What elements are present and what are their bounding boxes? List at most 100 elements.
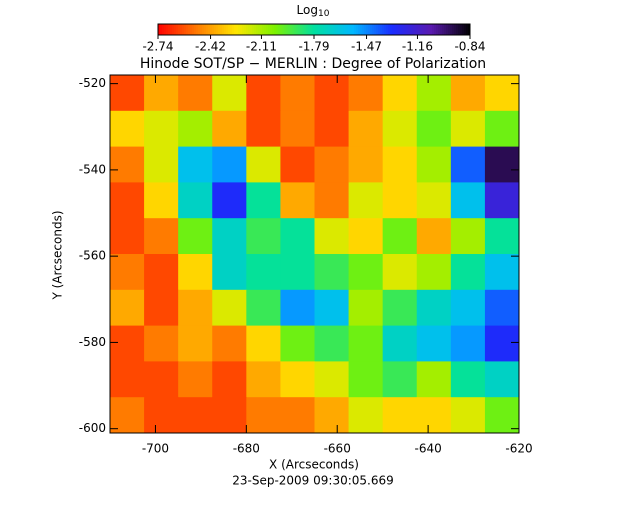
heatmap-cell bbox=[382, 254, 418, 291]
colorbar-swatch bbox=[460, 24, 463, 35]
heatmap-cell bbox=[212, 182, 247, 219]
colorbar-swatch bbox=[454, 24, 457, 35]
colorbar-swatch bbox=[442, 24, 445, 35]
heatmap-cell bbox=[348, 75, 384, 112]
colorbar-swatch bbox=[250, 24, 253, 35]
heatmap-cell bbox=[348, 146, 384, 183]
colorbar-swatch bbox=[266, 24, 269, 35]
colorbar-swatch bbox=[298, 24, 301, 35]
colorbar-swatch bbox=[338, 24, 341, 35]
colorbar-swatch bbox=[262, 24, 265, 35]
heatmap-cell bbox=[484, 361, 520, 398]
colorbar-swatch bbox=[160, 24, 163, 35]
heatmap-cell bbox=[484, 218, 520, 255]
x-tick-label: -680 bbox=[233, 442, 260, 456]
colorbar-swatch bbox=[378, 24, 381, 35]
colorbar-swatch bbox=[456, 24, 459, 35]
colorbar-swatch bbox=[196, 24, 199, 35]
heatmap-cell bbox=[246, 325, 281, 362]
colorbar-swatch bbox=[248, 24, 251, 35]
x-tick-label: -700 bbox=[142, 442, 169, 456]
heatmap-cell bbox=[110, 325, 145, 362]
heatmap-cell bbox=[314, 182, 350, 219]
colorbar-swatch bbox=[334, 24, 337, 35]
colorbar-swatch bbox=[220, 24, 223, 35]
colorbar-swatch bbox=[462, 24, 465, 35]
colorbar-swatch bbox=[468, 24, 471, 35]
heatmap-cell bbox=[484, 397, 520, 434]
heatmap-cell bbox=[450, 75, 486, 112]
heatmap-cell bbox=[416, 325, 452, 362]
colorbar-swatch bbox=[408, 24, 411, 35]
heatmap-cell bbox=[484, 110, 520, 148]
x-tick-label: -660 bbox=[324, 442, 351, 456]
heatmap-cell bbox=[314, 218, 350, 255]
colorbar-swatch bbox=[226, 24, 229, 35]
colorbar-swatch bbox=[424, 24, 427, 35]
colorbar-swatch bbox=[224, 24, 227, 35]
colorbar-swatch bbox=[356, 24, 359, 35]
colorbar-swatch bbox=[278, 24, 281, 35]
colorbar-swatch bbox=[406, 24, 409, 35]
colorbar-swatch bbox=[404, 24, 407, 35]
colorbar-swatch bbox=[436, 24, 439, 35]
heatmap-cell bbox=[416, 110, 452, 148]
colorbar-swatch bbox=[178, 24, 181, 35]
colorbar-swatch bbox=[348, 24, 351, 35]
colorbar-label-main: Log bbox=[297, 3, 318, 17]
colorbar-swatch bbox=[280, 24, 283, 35]
heatmap-cell bbox=[484, 146, 520, 183]
heatmap-cell bbox=[348, 289, 384, 327]
heatmap-cell bbox=[314, 146, 350, 183]
colorbar-swatch bbox=[382, 24, 385, 35]
heatmap-cell bbox=[280, 361, 315, 398]
colorbar-swatch bbox=[440, 24, 443, 35]
plot-frame bbox=[109, 74, 520, 434]
colorbar-swatch bbox=[446, 24, 449, 35]
heatmap-cell bbox=[382, 325, 418, 362]
colorbar-swatch bbox=[166, 24, 169, 35]
colorbar-swatch bbox=[210, 24, 213, 35]
colorbar-swatch bbox=[318, 24, 321, 35]
colorbar-swatch bbox=[204, 24, 207, 35]
heatmap-cell bbox=[348, 182, 384, 219]
x-axis-label: X (Arcseconds) bbox=[269, 458, 359, 472]
colorbar-swatch bbox=[314, 24, 317, 35]
colorbar-tick-label: -1.16 bbox=[402, 40, 433, 54]
colorbar-swatch bbox=[300, 24, 303, 35]
colorbar-swatch bbox=[202, 24, 205, 35]
colorbar-swatch bbox=[214, 24, 217, 35]
x-tick-label: -640 bbox=[414, 442, 441, 456]
heatmap-cell bbox=[280, 254, 315, 291]
heatmap-cell bbox=[144, 397, 179, 434]
colorbar-swatch bbox=[276, 24, 279, 35]
colorbar-swatch bbox=[172, 24, 175, 35]
heatmap-cell bbox=[178, 254, 213, 291]
colorbar-swatch bbox=[438, 24, 441, 35]
heatmap-cell bbox=[348, 254, 384, 291]
colorbar-swatch bbox=[288, 24, 291, 35]
colorbar-swatch bbox=[430, 24, 433, 35]
colorbar-swatch bbox=[326, 24, 329, 35]
colorbar-swatch bbox=[182, 24, 185, 35]
colorbar-swatch bbox=[328, 24, 331, 35]
heatmap-cell bbox=[280, 289, 315, 327]
colorbar-swatch bbox=[304, 24, 307, 35]
heatmap-cell bbox=[212, 75, 247, 112]
colorbar-swatch bbox=[282, 24, 285, 35]
colorbar-swatch bbox=[234, 24, 237, 35]
heatmap-cell bbox=[144, 325, 179, 362]
heatmap-cell bbox=[110, 289, 145, 327]
y-tick-label: -580 bbox=[79, 335, 106, 349]
heatmap-cell bbox=[144, 75, 179, 112]
heatmap-cell bbox=[348, 325, 384, 362]
y-tick-label: -600 bbox=[79, 421, 106, 435]
colorbar-swatch bbox=[274, 24, 277, 35]
heatmap-cell bbox=[382, 218, 418, 255]
heatmap-cell bbox=[314, 361, 350, 398]
heatmap-cell bbox=[110, 254, 145, 291]
colorbar-swatch bbox=[336, 24, 339, 35]
colorbar-swatch bbox=[198, 24, 201, 35]
heatmap-cell bbox=[416, 397, 452, 434]
